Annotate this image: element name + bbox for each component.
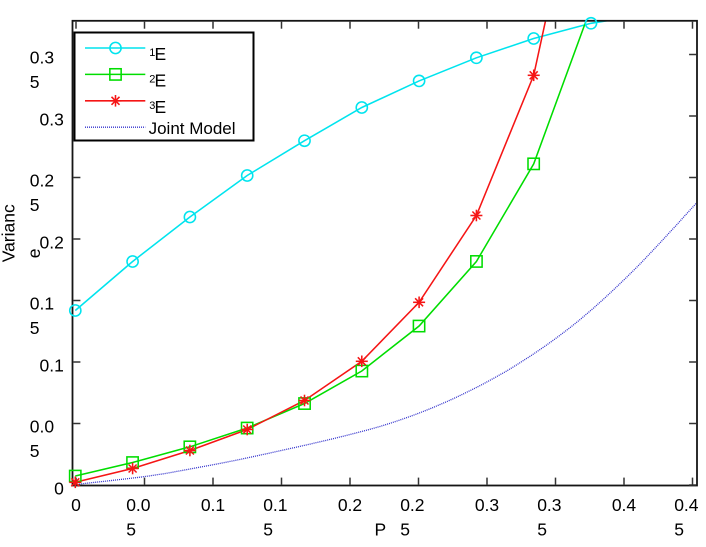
svg-text:5: 5 [30, 318, 40, 338]
svg-text:0.2: 0.2 [338, 495, 362, 515]
svg-text:P: P [374, 519, 386, 539]
svg-text:5: 5 [30, 72, 40, 92]
svg-text:0.3: 0.3 [475, 495, 499, 515]
svg-text:0.3: 0.3 [30, 48, 54, 68]
svg-text:0.2: 0.2 [39, 232, 63, 252]
svg-text:1: 1 [149, 47, 155, 59]
svg-text:2: 2 [149, 74, 155, 86]
svg-text:Joint Model: Joint Model [149, 119, 236, 138]
svg-text:Varianc: Varianc [0, 204, 19, 262]
svg-text:0.4: 0.4 [674, 495, 699, 515]
svg-text:0.4: 0.4 [612, 495, 637, 515]
svg-text:0: 0 [71, 495, 81, 515]
svg-text:5: 5 [30, 441, 40, 461]
svg-text:0.3: 0.3 [39, 109, 63, 129]
svg-text:5: 5 [263, 519, 273, 539]
svg-text:0.2: 0.2 [400, 495, 424, 515]
svg-text:e: e [24, 249, 44, 259]
svg-text:0.0: 0.0 [126, 495, 151, 515]
svg-text:0.0: 0.0 [30, 417, 55, 437]
svg-text:0.1: 0.1 [39, 355, 63, 375]
svg-text:0.3: 0.3 [537, 495, 561, 515]
svg-text:E: E [155, 70, 167, 90]
svg-text:0.2: 0.2 [30, 171, 54, 191]
svg-text:5: 5 [30, 195, 40, 215]
svg-text:5: 5 [400, 519, 410, 539]
svg-text:0.1: 0.1 [201, 495, 225, 515]
svg-text:5: 5 [537, 519, 547, 539]
svg-text:E: E [155, 44, 167, 64]
svg-text:E: E [155, 97, 167, 117]
svg-text:5: 5 [126, 519, 136, 539]
svg-text:0: 0 [54, 478, 64, 498]
svg-text:3: 3 [149, 100, 155, 112]
svg-text:0.1: 0.1 [263, 495, 287, 515]
svg-text:0.1: 0.1 [30, 294, 54, 314]
svg-text:5: 5 [674, 519, 684, 539]
